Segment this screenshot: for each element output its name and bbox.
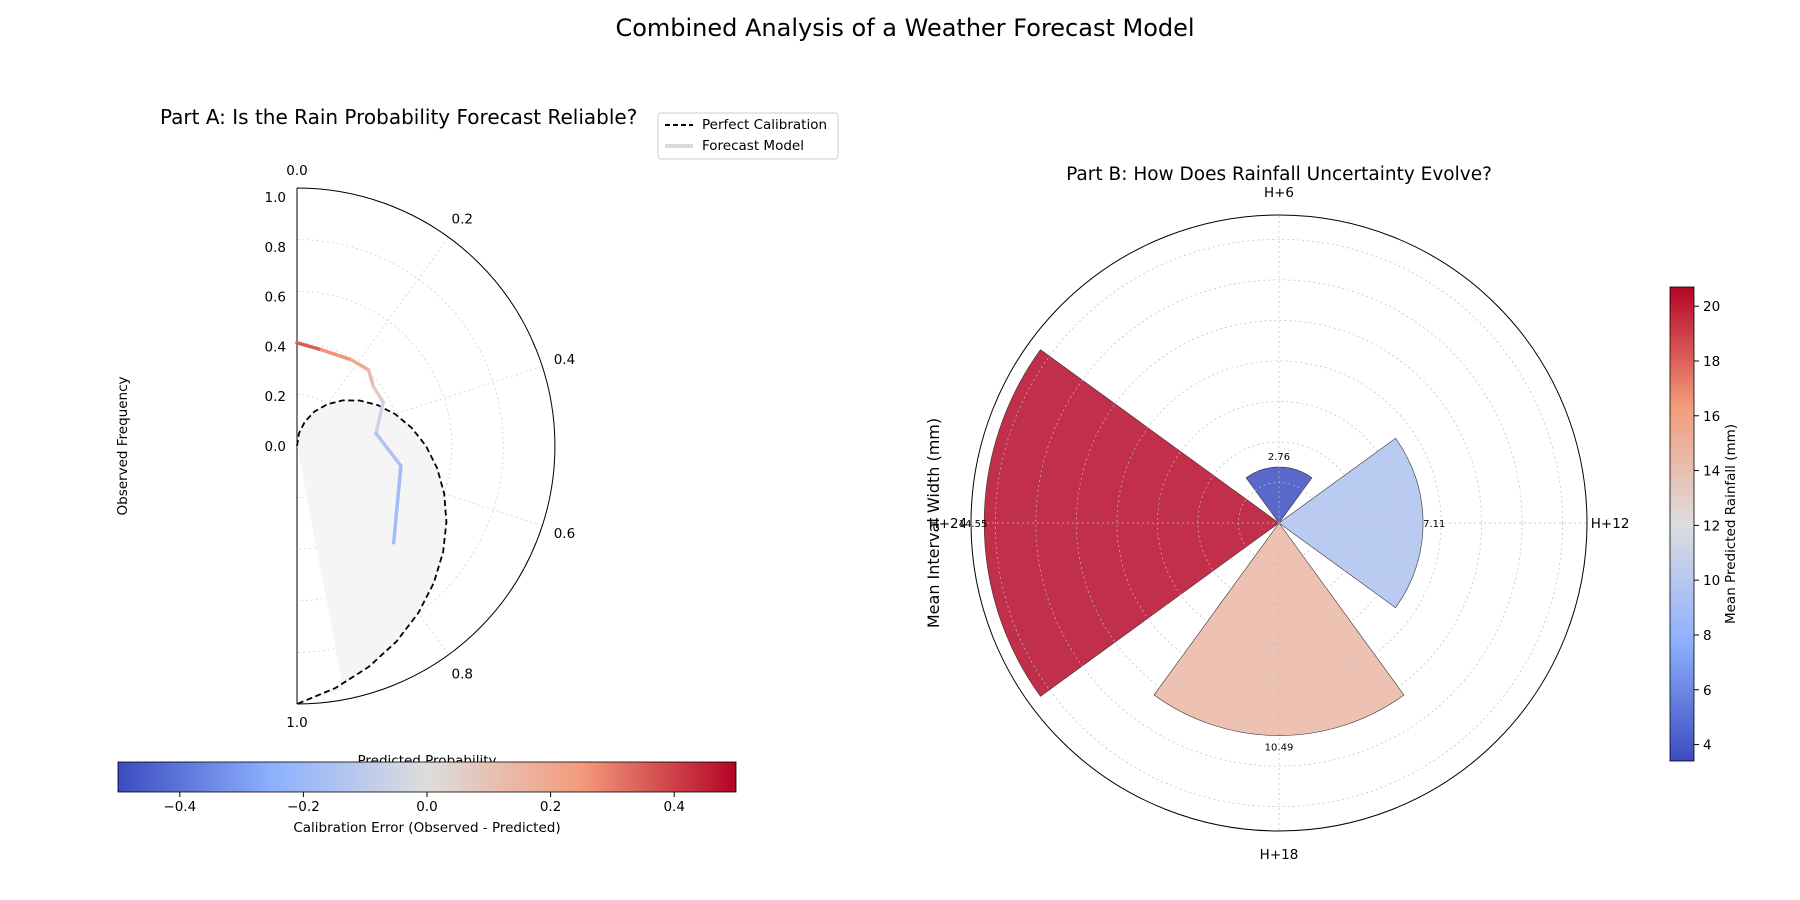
- panel-a-ticks: 0.00.20.40.60.81.00.00.20.40.60.81.0: [265, 163, 576, 731]
- colorbar-a-tick-label: −0.2: [287, 799, 320, 815]
- bar-value-label: 7.11: [1423, 519, 1445, 530]
- r-tick-label: 0.6: [265, 290, 286, 306]
- legend-label-perfect: Perfect Calibration: [702, 117, 827, 133]
- colorbar-a-tick-label: −0.4: [163, 799, 196, 815]
- panel-b-ticks: H+6 H+12 H+18 H+24: [929, 185, 1630, 863]
- panel-b-bars: [983, 349, 1424, 736]
- colorbar-b-tick-label: 8: [1703, 628, 1712, 644]
- colorbar-a-tick-label: 0.0: [416, 799, 437, 815]
- panel-a-fill: [297, 400, 447, 704]
- category-tick-label: H+24: [929, 516, 968, 532]
- theta-tick-label: 0.8: [452, 667, 473, 683]
- theta-tick-label: 1.0: [286, 715, 307, 731]
- radial-gridline: [1035, 279, 1523, 767]
- theta-tick-label: 0.0: [286, 163, 307, 179]
- forecast-model-segment: [366, 368, 376, 389]
- panel-b-colorbar: 4 6 8 10 12 14 16 18 20 Mean Predicted Rainfall …: [1669, 286, 1739, 762]
- category-tick-label: H+12: [1591, 516, 1630, 532]
- forecast-model-segment: [295, 341, 324, 352]
- bar-value-label: 2.76: [1268, 452, 1290, 463]
- theta-tick-label: 0.4: [554, 352, 575, 368]
- colorbar-b-tick-label: 4: [1703, 738, 1712, 754]
- r-tick-label: 1.0: [265, 190, 286, 206]
- forecast-model-segment: [349, 358, 371, 372]
- panel-b-uncertainty: Part B: How Does Rainfall Uncertainty Ev…: [924, 164, 1739, 863]
- panel-a-ylabel: Observed Frequency: [115, 377, 131, 516]
- category-tick-label: H+6: [1264, 185, 1294, 201]
- colorbar-b-tick-label: 20: [1703, 299, 1720, 315]
- polar-bar: [983, 349, 1280, 697]
- panel-b-ylabel: Mean Interval Width (mm): [924, 418, 943, 628]
- polar-frame-arc: [296, 187, 556, 705]
- r-tick-label: 0.0: [265, 439, 286, 455]
- colorbar-b-tick-label: 6: [1703, 683, 1712, 699]
- panel-b-grid: [970, 214, 1588, 832]
- angular-gridline: [296, 445, 449, 655]
- forecast-model-segment: [319, 348, 354, 362]
- panel-b-title: Part B: How Does Rainfall Uncertainty Ev…: [1066, 164, 1492, 185]
- forecast-model-segment: [371, 384, 385, 404]
- panel-a-colorbar: −0.4 −0.2 0.0 0.2 0.4 Calibration Error (Obs…: [117, 761, 737, 836]
- colorbar-b-tick-label: 14: [1703, 464, 1720, 480]
- radial-gridline: [994, 238, 1564, 808]
- radial-gridline: [1116, 360, 1442, 686]
- bar-value-label: 14.55: [959, 519, 988, 530]
- colorbar-b-tick-label: 18: [1703, 354, 1720, 370]
- category-tick-label: H+18: [1260, 847, 1299, 863]
- panel-a-title: Part A: Is the Rain Probability Forecast…: [160, 105, 637, 129]
- panel-a-legend: Perfect Calibration Forecast Model: [657, 112, 839, 160]
- forecast-model-segment: [374, 431, 403, 468]
- colorbar-b-tick-label: 16: [1703, 409, 1720, 425]
- colorbar-a-tick-label: 0.4: [663, 799, 684, 815]
- colorbar-b-label: Mean Predicted Rainfall (mm): [1723, 424, 1739, 624]
- panel-a-reliability: Part A: Is the Rain Probability Forecast…: [115, 105, 839, 836]
- r-tick-label: 0.2: [265, 389, 286, 405]
- colorbar-a-gradient: [117, 761, 737, 793]
- forecast-model-segment: [374, 400, 385, 436]
- colorbar-b-ticks: 4 6 8 10 12 14 16 18 20: [1694, 299, 1720, 754]
- theta-tick-label: 0.2: [452, 211, 473, 227]
- colorbar-a-ticks: −0.4 −0.2 0.0 0.2 0.4: [163, 792, 685, 815]
- forecast-model-segment: [391, 464, 403, 545]
- panel-a-lines: [295, 341, 448, 705]
- r-tick-label: 0.8: [265, 240, 286, 256]
- theta-tick-label: 0.6: [554, 526, 575, 542]
- r-tick-label: 0.4: [265, 339, 286, 355]
- legend-label-model: Forecast Model: [702, 138, 804, 154]
- colorbar-a-label: Calibration Error (Observed - Predicted): [293, 820, 560, 836]
- bar-value-label: 10.49: [1265, 743, 1294, 754]
- colorbar-b-tick-label: 10: [1703, 573, 1720, 589]
- angular-gridline: [296, 237, 449, 447]
- colorbar-a-tick-label: 0.2: [540, 799, 561, 815]
- colorbar-b-tick-label: 12: [1703, 518, 1720, 534]
- polar-frame: [970, 214, 1588, 832]
- radial-gridline: [296, 239, 504, 653]
- radial-gridline: [1076, 320, 1482, 726]
- figure-title: Combined Analysis of a Weather Forecast …: [615, 14, 1194, 42]
- colorbar-b-gradient: [1669, 286, 1695, 762]
- legend-frame: [657, 112, 839, 160]
- calibration-shaded-region: [297, 400, 447, 704]
- panel-b-value-labels: 2.76 7.11 10.49 14.55: [959, 452, 1446, 754]
